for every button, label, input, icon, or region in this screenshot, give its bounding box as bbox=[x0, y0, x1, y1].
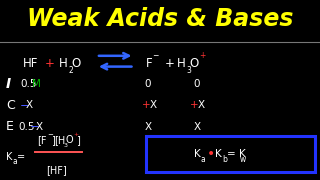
Text: X: X bbox=[26, 100, 33, 110]
Text: M: M bbox=[32, 79, 41, 89]
Text: b: b bbox=[222, 155, 227, 164]
Text: 2: 2 bbox=[68, 66, 73, 75]
Text: −: − bbox=[30, 120, 40, 133]
Text: [F: [F bbox=[37, 135, 46, 145]
Text: 3: 3 bbox=[186, 66, 191, 75]
Text: K: K bbox=[215, 149, 222, 159]
Text: X: X bbox=[193, 122, 200, 132]
Text: =: = bbox=[17, 152, 25, 162]
Text: O: O bbox=[189, 57, 198, 70]
Text: O: O bbox=[71, 57, 81, 70]
Text: Weak Acids & Bases: Weak Acids & Bases bbox=[27, 7, 293, 31]
Text: +: + bbox=[199, 51, 205, 60]
Text: X: X bbox=[144, 122, 151, 132]
Text: = K: = K bbox=[227, 149, 245, 159]
Text: ]: ] bbox=[51, 135, 55, 145]
Text: H: H bbox=[177, 57, 186, 70]
Text: 0: 0 bbox=[145, 79, 151, 89]
Text: +: + bbox=[73, 132, 78, 138]
Text: E: E bbox=[6, 120, 14, 133]
Text: 3: 3 bbox=[63, 143, 68, 148]
Text: 0.5: 0.5 bbox=[21, 79, 37, 89]
Text: ]: ] bbox=[76, 135, 80, 145]
Text: −: − bbox=[20, 99, 30, 112]
Text: X: X bbox=[36, 122, 43, 132]
Text: 0: 0 bbox=[194, 79, 200, 89]
Text: H: H bbox=[59, 57, 68, 70]
Text: X: X bbox=[149, 100, 156, 110]
Text: I: I bbox=[6, 77, 11, 91]
Text: +: + bbox=[190, 100, 199, 110]
Text: −: − bbox=[47, 132, 53, 138]
Text: +: + bbox=[45, 57, 54, 70]
Text: O: O bbox=[66, 135, 74, 145]
Text: 0.5: 0.5 bbox=[19, 122, 35, 132]
Text: +: + bbox=[142, 100, 151, 110]
Text: [H: [H bbox=[54, 135, 66, 145]
Text: C: C bbox=[6, 99, 14, 112]
Text: +: + bbox=[165, 57, 175, 70]
Text: F: F bbox=[146, 57, 152, 70]
Text: K: K bbox=[6, 152, 12, 162]
Text: K: K bbox=[194, 149, 200, 159]
Text: •: • bbox=[207, 147, 215, 161]
Text: w: w bbox=[240, 155, 246, 164]
Bar bbox=[146, 136, 315, 172]
Text: HF: HF bbox=[22, 57, 38, 70]
Text: a: a bbox=[13, 157, 18, 166]
Text: X: X bbox=[198, 100, 205, 110]
Text: −: − bbox=[153, 51, 159, 60]
Text: [HF]: [HF] bbox=[46, 165, 67, 175]
Text: a: a bbox=[201, 155, 205, 164]
